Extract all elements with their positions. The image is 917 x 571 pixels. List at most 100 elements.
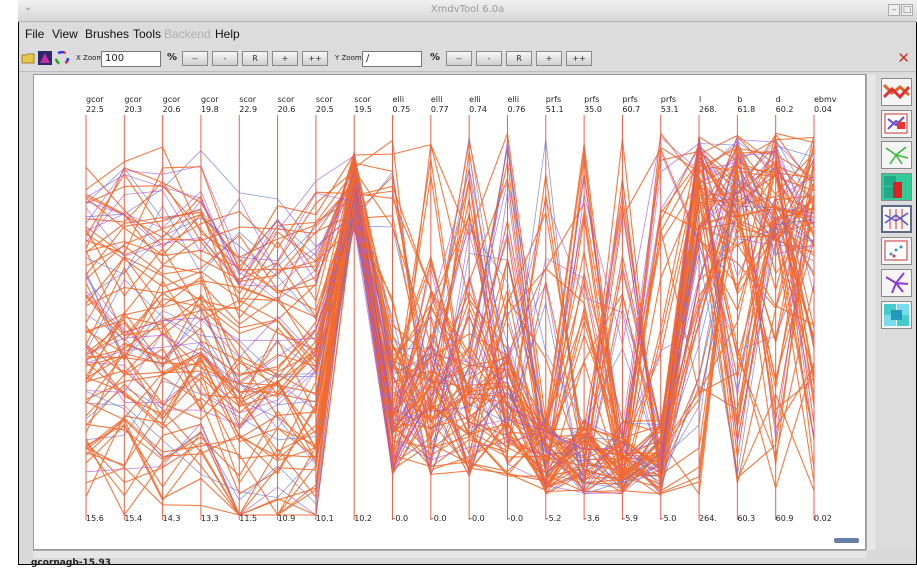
axis-min-label: 15.4 bbox=[124, 514, 142, 523]
axis-name-label: elli bbox=[431, 95, 443, 104]
axis-min-label: 13.3 bbox=[201, 514, 219, 523]
data-line bbox=[85, 158, 815, 493]
axis-max-label: 35.0 bbox=[584, 105, 602, 114]
axis-max-label: 0.74 bbox=[469, 105, 487, 114]
axis-max-label: 20.5 bbox=[316, 105, 334, 114]
close-view-icon[interactable]: ✕ bbox=[897, 49, 910, 67]
dimension-stacking-icon[interactable] bbox=[881, 173, 912, 201]
y-zoom-in-more-button[interactable]: ++ bbox=[566, 51, 592, 66]
menu-view[interactable]: View bbox=[52, 27, 78, 41]
axis-max-label: 20.3 bbox=[124, 105, 142, 114]
data-line bbox=[85, 193, 815, 505]
minimize-button[interactable]: – bbox=[888, 4, 900, 16]
x-zoom-in-more-button[interactable]: ++ bbox=[302, 51, 328, 66]
axis-max-label: 61.8 bbox=[737, 105, 755, 114]
toolbar: X Zoom 100 % -- - R + ++ Y Zoom / % -- -… bbox=[19, 46, 916, 72]
data-line bbox=[85, 153, 815, 482]
axis-name-label: prfs bbox=[546, 95, 561, 104]
window-menu-icon[interactable]: ⌄ bbox=[24, 3, 32, 13]
maximize-button[interactable]: □ bbox=[901, 4, 913, 16]
y-zoom-input[interactable]: / bbox=[362, 51, 422, 67]
x-zoom-out-button[interactable]: - bbox=[212, 51, 238, 66]
menu-brushes[interactable]: Brushes bbox=[85, 27, 130, 41]
y-zoom-in-button[interactable]: + bbox=[536, 51, 562, 66]
star-glyph-icon[interactable] bbox=[881, 141, 912, 169]
axis-min-label: 14.3 bbox=[163, 514, 181, 523]
axis-name-label: prfs bbox=[584, 95, 599, 104]
scatterplot-matrix-icon[interactable] bbox=[881, 237, 912, 265]
color-wheel-icon[interactable] bbox=[55, 51, 69, 65]
axis-name-label: scor bbox=[278, 95, 295, 104]
y-zoom-out-button[interactable]: - bbox=[476, 51, 502, 66]
pixel-oriented-icon[interactable] bbox=[881, 301, 912, 329]
menu-file[interactable]: File bbox=[25, 27, 45, 41]
axis-name-label: l bbox=[699, 95, 701, 104]
axis-min-label: -5.0 bbox=[661, 514, 677, 523]
axis-min-label: -0.0 bbox=[507, 514, 523, 523]
x-zoom-reset-button[interactable]: R bbox=[242, 51, 268, 66]
menu-help[interactable]: Help bbox=[215, 27, 240, 41]
data-line bbox=[85, 158, 815, 465]
axis-max-label: 268. bbox=[699, 105, 717, 114]
parallel-coordinates-icon[interactable] bbox=[881, 205, 912, 233]
axis-max-label: 0.75 bbox=[393, 105, 411, 114]
data-line bbox=[85, 143, 815, 489]
axis-18[interactable]: d60.2 60.9 bbox=[775, 95, 794, 523]
triangle-icon[interactable] bbox=[38, 51, 52, 65]
axis-max-label: 19.5 bbox=[354, 105, 372, 114]
y-zoom-out-more-button[interactable]: -- bbox=[446, 51, 472, 66]
data-line bbox=[85, 155, 815, 482]
axis-min-label: -3.6 bbox=[584, 514, 600, 523]
menu-bar: File View Brushes Tools Backend Help bbox=[19, 23, 916, 45]
axis-max-label: 51.1 bbox=[546, 105, 564, 114]
axis-max-label: 53.1 bbox=[661, 105, 679, 114]
y-zoom-reset-button[interactable]: R bbox=[506, 51, 532, 66]
menu-tools[interactable]: Tools bbox=[133, 27, 162, 41]
axis-max-label: 22.9 bbox=[239, 105, 257, 114]
axis-max-label: 19.8 bbox=[201, 105, 219, 114]
star-glyph-icon-2[interactable] bbox=[881, 269, 912, 297]
scroll-indicator[interactable] bbox=[834, 538, 859, 543]
view-selector-panel bbox=[877, 74, 915, 550]
x-zoom-out-more-button[interactable]: -- bbox=[182, 51, 208, 66]
axis-name-label: gcor bbox=[124, 95, 142, 104]
axis-min-label: 0.02 bbox=[814, 514, 832, 523]
flat-brush-view-icon[interactable] bbox=[881, 78, 912, 106]
parallel-coordinates-plot[interactable]: gcor 22.5 15.6 gcor 20.3 15.4 gcor 20.6 14.3 gcor… bbox=[33, 74, 866, 550]
status-bar: gcornagb-15.93 bbox=[19, 558, 916, 571]
plot-canvas[interactable]: gcor22.515.6gcor20.315.4gcor20.614.3gcor… bbox=[34, 75, 867, 551]
flat-glyph-view-icon[interactable] bbox=[881, 110, 912, 138]
folder-icon[interactable] bbox=[21, 51, 35, 65]
axis-min-label: -0.0 bbox=[469, 514, 485, 523]
axis-max-label: 20.6 bbox=[278, 105, 296, 114]
y-zoom-percent: % bbox=[430, 52, 441, 63]
horizontal-scrollbar[interactable] bbox=[33, 550, 866, 558]
x-zoom-in-button[interactable]: + bbox=[272, 51, 298, 66]
x-zoom-input[interactable]: 100 bbox=[101, 51, 161, 67]
axis-17[interactable]: b61.8 60.3 bbox=[736, 95, 755, 523]
axis-name-label: gcor bbox=[201, 95, 219, 104]
axis-name-label: prfs bbox=[622, 95, 637, 104]
axis-max-label: 0.76 bbox=[507, 105, 525, 114]
data-line bbox=[85, 143, 815, 460]
title-bar[interactable]: ⌄ XmdvTool 6.0a – □ × bbox=[18, 0, 917, 22]
vertical-scrollbar[interactable] bbox=[866, 74, 876, 550]
